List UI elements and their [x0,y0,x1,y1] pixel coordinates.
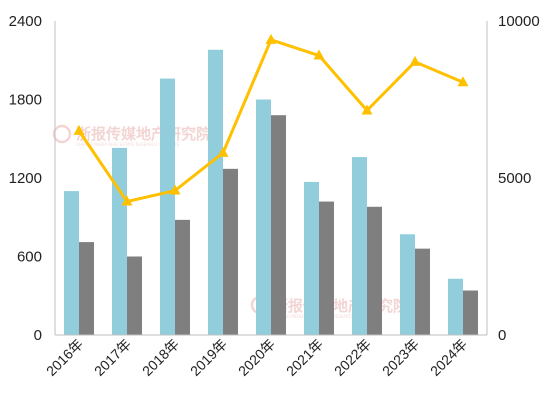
watermark-top: 浙报传媒地产研究院 ZHEBAO MEDIA REAL ESTATE RESEA… [52,124,211,147]
y-left-tick-label: 1200 [9,170,42,187]
line-series-group [73,33,469,206]
bar-series1-2024年 [448,278,463,335]
bar-series1-2016年 [64,191,79,335]
watermark-logo-icon [52,124,72,144]
line-marker-2024年 [457,76,469,87]
bar-series2-2024年 [463,290,478,335]
bars-group [64,49,478,336]
bar-series2-2023年 [415,248,430,335]
line-marker-2022年 [361,104,373,115]
y-left-tick-label: 600 [17,249,42,266]
x-tick-label: 2019年 [187,336,230,379]
line-marker-2023年 [409,55,421,66]
line-marker-2016年 [73,124,85,135]
x-tick-label: 2022年 [331,336,374,379]
line-marker-2017年 [121,195,133,206]
y-left-tick-label: 2400 [9,13,42,30]
bar-series1-2020年 [256,99,271,335]
bar-series1-2021年 [304,181,319,335]
line-marker-2020年 [265,33,277,44]
bar-series2-2018年 [175,219,190,335]
bar-series2-2021年 [319,201,334,335]
bar-series2-2022年 [367,206,382,335]
y-left-tick-label: 1800 [9,92,42,109]
x-tick-label: 2024年 [427,336,470,379]
bar-series2-2017年 [127,256,142,335]
watermark-top-text: 浙报传媒地产研究院 [76,125,211,143]
y-right-tick-label: 10000 [498,13,540,30]
line-marker-2018年 [169,184,181,195]
y-right-tick-label: 5000 [498,170,531,187]
y-left-tick-label: 0 [34,327,42,344]
bar-series1-2023年 [400,234,415,335]
bar-series1-2019年 [208,49,223,336]
x-tick-label: 2023年 [379,336,422,379]
bar-series1-2022年 [352,157,367,335]
x-tick-label: 2018年 [139,336,182,379]
watermark-bottom-text: 浙报传媒地产研究院 [273,297,408,315]
x-tick-label: 2017年 [91,336,134,379]
x-tick-label: 2021年 [283,336,326,379]
bar-series1-2018年 [160,78,175,336]
y-right-tick-label: 0 [498,327,506,344]
line-marker-2021年 [313,49,325,60]
bar-series2-2019年 [223,168,238,335]
bar-series1-2017年 [112,147,127,335]
x-tick-label: 2016年 [43,336,86,379]
bar-series2-2020年 [271,115,286,335]
x-tick-label: 2020年 [235,336,278,379]
line-marker-2019年 [217,146,229,157]
watermark-top-subtext: ZHEBAO MEDIA REAL ESTATE RESEARCH INSTIT… [76,142,180,147]
bar-series2-2016年 [79,242,94,335]
